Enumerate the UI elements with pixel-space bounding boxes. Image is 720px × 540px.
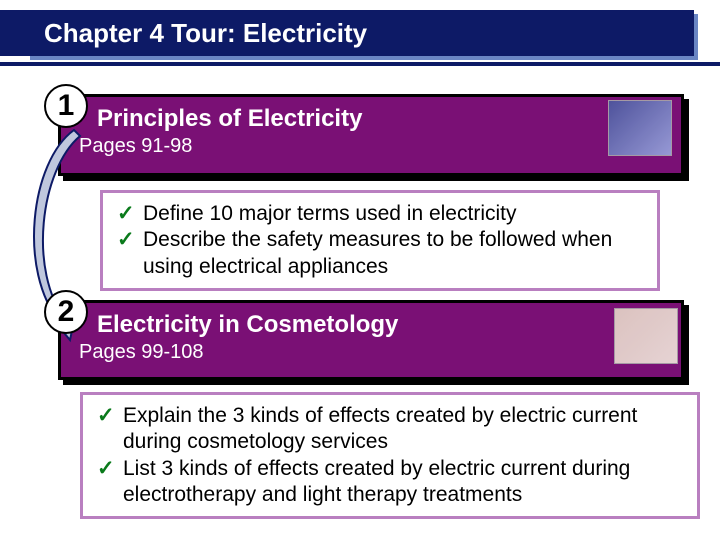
chapter-header: Chapter 4 Tour: Electricity bbox=[26, 10, 694, 56]
check-icon: ✓ bbox=[117, 227, 135, 253]
bullet-item: ✓ Describe the safety measures to be fol… bbox=[117, 227, 645, 280]
bullet-text: Define 10 major terms used in electricit… bbox=[143, 202, 516, 225]
bullet-text: Explain the 3 kinds of effects created b… bbox=[123, 404, 637, 453]
bullet-item: ✓ List 3 kinds of effects created by ele… bbox=[97, 456, 685, 509]
section-1-title: Principles of Electricity bbox=[61, 97, 681, 135]
bullet-text: Describe the safety measures to be follo… bbox=[143, 228, 612, 277]
section-2-box: Electricity in Cosmetology Pages 99-108 bbox=[58, 300, 684, 380]
bullet-text: List 3 kinds of effects created by elect… bbox=[123, 457, 630, 506]
check-icon: ✓ bbox=[117, 201, 135, 227]
chapter-title: Chapter 4 Tour: Electricity bbox=[26, 18, 367, 49]
header-underline bbox=[0, 62, 720, 66]
bullet-item: ✓ Explain the 3 kinds of effects created… bbox=[97, 403, 685, 456]
section-1-box: Principles of Electricity Pages 91-98 bbox=[58, 94, 684, 176]
section-1-number-badge: 1 bbox=[44, 84, 88, 128]
section-1-number: 1 bbox=[58, 89, 75, 123]
check-icon: ✓ bbox=[97, 456, 115, 482]
bullet-item: ✓ Define 10 major terms used in electric… bbox=[117, 201, 645, 227]
section-2-number: 2 bbox=[58, 295, 75, 329]
section-2-title: Electricity in Cosmetology bbox=[61, 303, 681, 341]
section-1-thumbnail bbox=[608, 100, 672, 156]
section-2-bullets: ✓ Explain the 3 kinds of effects created… bbox=[80, 392, 700, 519]
check-icon: ✓ bbox=[97, 403, 115, 429]
section-1-bullets: ✓ Define 10 major terms used in electric… bbox=[100, 190, 660, 291]
section-1-pages: Pages 91-98 bbox=[61, 135, 681, 164]
section-2-thumbnail bbox=[614, 308, 678, 364]
section-2-pages: Pages 99-108 bbox=[61, 341, 681, 370]
section-2-number-badge: 2 bbox=[44, 290, 88, 334]
header-left-cap bbox=[0, 10, 26, 56]
